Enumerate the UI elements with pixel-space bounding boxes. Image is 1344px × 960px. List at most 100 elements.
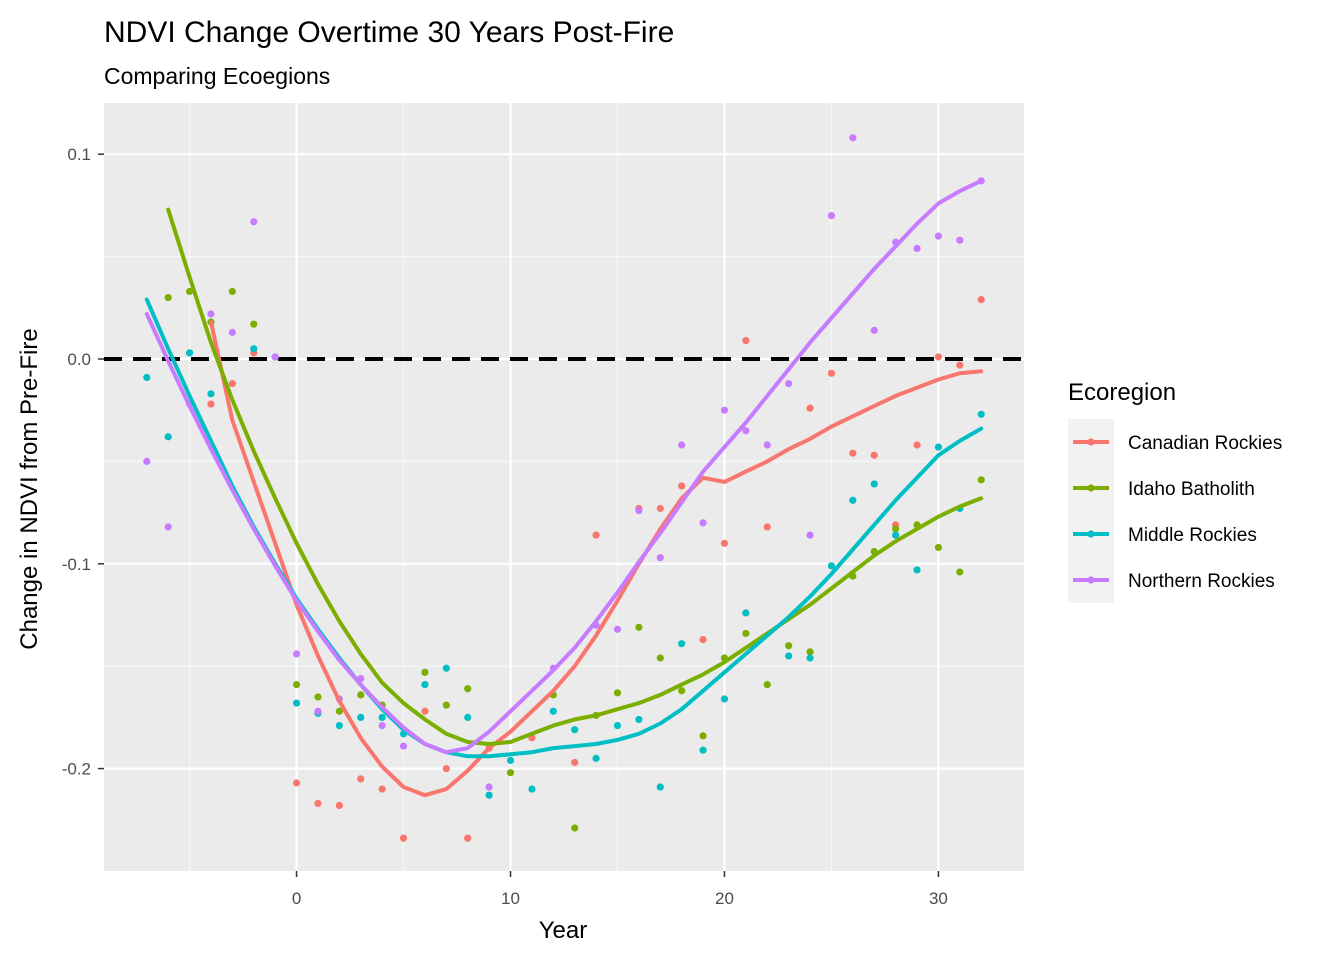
legend-label: Idaho Batholith (1128, 479, 1255, 500)
data-point (399, 834, 408, 842)
legend-label: Canadian Rockies (1128, 433, 1282, 454)
data-point (357, 775, 365, 783)
data-point (421, 668, 429, 676)
data-point (613, 721, 622, 730)
data-point (977, 410, 985, 418)
data-point (292, 650, 301, 658)
chart-title: NDVI Change Overtime 30 Years Post-Fire (104, 16, 674, 49)
y-tick-label: -0.1 (62, 555, 91, 574)
data-point (292, 681, 301, 689)
data-point (977, 476, 985, 484)
legend: Ecoregion Canadian Rockies Idaho Batholit… (1068, 379, 1282, 603)
data-point (678, 482, 686, 490)
data-point (892, 525, 900, 533)
data-point (849, 496, 857, 504)
data-point (335, 707, 343, 715)
data-point (314, 707, 322, 715)
legend-key-point (1087, 576, 1095, 584)
data-point (763, 523, 771, 531)
data-point (464, 713, 472, 722)
data-point (913, 566, 921, 574)
series-line (144, 178, 984, 755)
data-point (656, 654, 664, 662)
data-point (742, 629, 750, 638)
data-point (870, 480, 878, 488)
data-point (228, 287, 236, 296)
legend-key-point (1087, 530, 1095, 538)
data-point (870, 326, 878, 334)
x-axis-title: Year (539, 917, 588, 944)
data-point (870, 451, 878, 459)
series-line (166, 207, 984, 746)
data-point (228, 328, 236, 336)
data-point (378, 785, 386, 793)
data-point (720, 406, 729, 414)
data-point (827, 369, 836, 377)
x-tick-label: 20 (715, 889, 734, 908)
data-point (849, 449, 857, 457)
data-point (506, 756, 515, 765)
data-point (742, 427, 750, 435)
data-point (678, 640, 686, 648)
data-point (399, 742, 408, 750)
data-point (678, 687, 686, 695)
data-point (720, 695, 729, 703)
y-tick-label: -0.2 (62, 760, 91, 779)
data-point (613, 625, 622, 633)
data-point (656, 783, 664, 791)
data-point (143, 373, 151, 382)
x-tick-label: 10 (501, 889, 520, 908)
data-point (806, 648, 814, 656)
data-point (592, 754, 600, 762)
data-point (656, 554, 664, 562)
data-point (292, 699, 301, 707)
data-point (549, 707, 557, 715)
data-point (977, 296, 985, 304)
data-point (228, 379, 236, 388)
y-tick-label: 0.1 (67, 145, 91, 164)
data-point (485, 791, 493, 799)
series-line (209, 320, 984, 798)
data-point (335, 801, 343, 810)
x-tick-label: 0 (292, 889, 301, 908)
data-point (357, 713, 365, 722)
plot-panel (104, 103, 1024, 871)
data-point (571, 758, 579, 767)
legend-label: Middle Rockies (1128, 525, 1257, 546)
data-point (785, 379, 793, 388)
data-point (806, 531, 814, 539)
data-point (827, 562, 836, 570)
data-point (635, 506, 643, 515)
data-point (207, 390, 215, 398)
legend-label: Northern Rockies (1128, 571, 1275, 592)
data-point (956, 236, 964, 244)
data-point (164, 523, 172, 531)
data-point (592, 531, 600, 539)
data-point (806, 404, 814, 412)
data-point (827, 212, 836, 220)
data-point (143, 457, 151, 465)
data-point (849, 134, 857, 142)
data-points (143, 134, 985, 842)
data-point (207, 400, 215, 408)
data-point (335, 721, 343, 730)
data-point (442, 701, 450, 709)
data-point (571, 824, 579, 832)
data-point (699, 635, 707, 644)
y-axis: 0.1 0.0 -0.1 -0.2 (62, 145, 104, 779)
data-point (806, 654, 814, 662)
legend-key-point (1087, 484, 1095, 492)
data-point (934, 543, 943, 552)
data-point (164, 293, 172, 302)
data-point (956, 361, 964, 369)
data-point (378, 721, 386, 730)
data-point (292, 779, 301, 787)
data-point (678, 441, 686, 449)
y-tick-label: 0.0 (67, 350, 91, 369)
legend-title: Ecoregion (1068, 379, 1176, 406)
data-point (421, 681, 429, 689)
y-axis-title: Change in NDVI from Pre-Fire (16, 328, 43, 649)
data-point (464, 685, 472, 693)
data-point (571, 726, 579, 734)
